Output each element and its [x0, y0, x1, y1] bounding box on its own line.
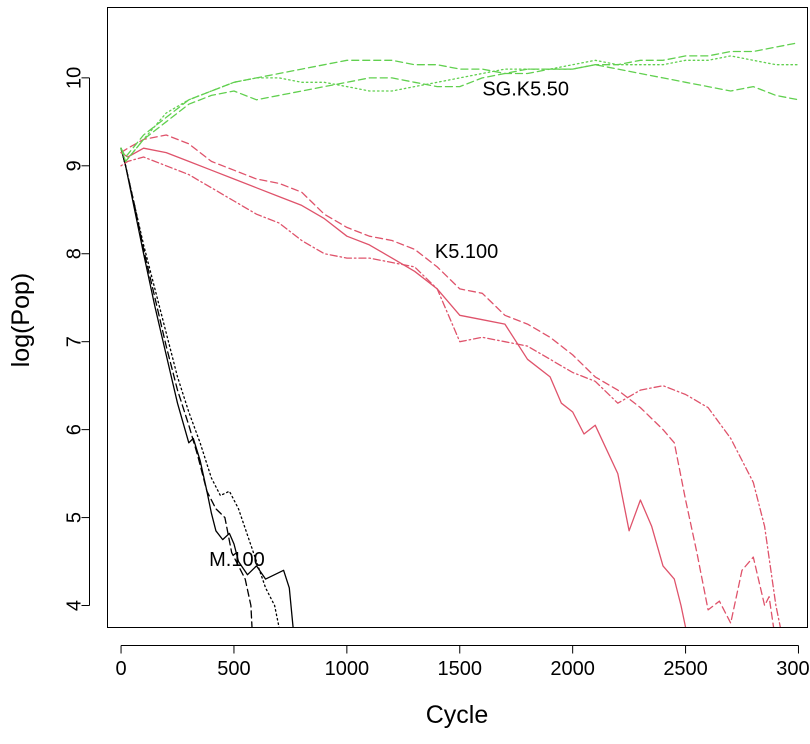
y-tick-label: 8 — [63, 248, 85, 259]
axes-layer: 0 500 1000 1500 2000 2500 3000 4 5 6 7 8 9 10 — [63, 67, 810, 680]
annotation-k5-100: K5.100 — [435, 241, 498, 263]
series-line-m-100-3 — [120, 147, 280, 628]
series-line-m-100-2 — [120, 147, 253, 628]
series-layer — [120, 42, 800, 628]
annotation-sg-k5-50: SG.K5.50 — [482, 78, 569, 100]
series-line-k5-100-4 — [120, 147, 687, 628]
y-tick-label: 5 — [63, 512, 85, 523]
y-axis-title: log(Pop) — [7, 273, 35, 368]
series-line-m-100-1 — [120, 147, 294, 628]
series-line-sg-k5-50-8 — [120, 64, 800, 163]
series-line-k5-100-6 — [120, 156, 782, 628]
y-tick-label: 6 — [63, 424, 85, 435]
series-line-sg-k5-50-9 — [120, 55, 800, 163]
y-tick-label: 9 — [63, 160, 85, 171]
x-tick-label: 1500 — [438, 658, 483, 680]
x-tick-label: 500 — [217, 658, 250, 680]
x-tick-label: 1000 — [325, 658, 370, 680]
y-tick-label: 10 — [63, 67, 85, 89]
annotation-layer: SG.K5.50 K5.100 M.100 — [209, 78, 569, 570]
plot-frame — [107, 7, 808, 628]
series-line-k5-100-5 — [120, 134, 775, 628]
y-tick-label: 4 — [63, 600, 85, 611]
x-tick-label: 0 — [115, 658, 126, 680]
x-tick-label: 2500 — [663, 658, 708, 680]
annotation-m-100: M.100 — [209, 549, 265, 571]
x-tick-label: 2000 — [550, 658, 595, 680]
x-tick-label: 3000 — [776, 658, 810, 680]
x-axis-title: Cycle — [426, 701, 489, 729]
series-line-sg-k5-50-7 — [120, 42, 800, 158]
y-tick-label: 7 — [63, 336, 85, 347]
